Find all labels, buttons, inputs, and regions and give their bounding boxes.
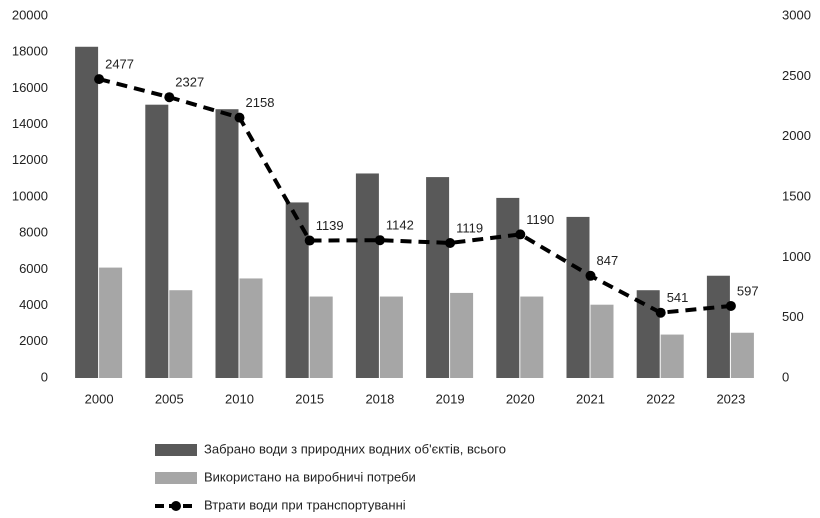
y-tick-label: 14000 [12,116,48,131]
line-marker [585,270,596,281]
legend-label: Втрати води при транспортуванні [204,497,406,512]
bar [169,290,193,378]
line-marker [164,92,175,103]
line-marker [445,237,456,248]
y2-tick-label: 2500 [782,68,811,83]
value-label: 541 [667,290,689,305]
bar [75,46,99,379]
legend-swatch [155,472,197,484]
bar [520,296,544,378]
y2-tick-label: 1500 [782,188,811,203]
line-marker [234,112,245,123]
y-tick-label: 0 [41,369,48,384]
bar [355,173,379,378]
bar [426,177,450,378]
line-marker [304,235,315,246]
value-label: 1139 [316,218,344,233]
x-tick-label: 2005 [155,391,184,406]
y2-tick-label: 3000 [782,7,811,22]
y2-tick-label: 1000 [782,249,811,264]
bar [660,334,684,378]
line-marker [94,74,105,85]
line-marker [655,307,666,318]
y-tick-label: 18000 [12,44,48,59]
value-label: 2327 [175,75,204,90]
x-tick-label: 2019 [436,391,465,406]
y-tick-label: 2000 [19,333,48,348]
value-label: 2477 [105,57,134,72]
bar [285,202,309,378]
y-tick-label: 6000 [19,261,48,276]
value-label: 1119 [456,220,483,235]
x-tick-label: 2018 [365,391,394,406]
value-label: 1142 [386,218,414,233]
y-tick-label: 4000 [19,297,48,312]
bar [379,296,403,378]
x-tick-label: 2000 [85,391,114,406]
x-tick-label: 2015 [295,391,324,406]
x-tick-label: 2020 [506,391,535,406]
bar [99,267,123,378]
line-marker [374,235,385,246]
legend-swatch [155,444,197,456]
y2-tick-label: 0 [782,369,789,384]
y2-tick-label: 500 [782,309,804,324]
bar [145,104,169,378]
x-tick-label: 2023 [716,391,745,406]
y-tick-label: 8000 [19,225,48,240]
value-label: 847 [597,253,619,268]
bar [450,292,474,378]
bar [636,290,660,378]
y-tick-label: 10000 [12,188,48,203]
x-tick-label: 2021 [576,391,605,406]
line-marker [515,229,526,240]
x-tick-label: 2010 [225,391,254,406]
value-label: 597 [737,283,759,298]
y-tick-label: 16000 [12,80,48,95]
legend-label: Використано на виробничі потреби [204,469,416,484]
y-tick-label: 20000 [12,7,48,22]
bar [496,197,520,378]
bar [706,275,730,378]
value-label: 1190 [526,212,554,227]
legend-label: Забрано води з природних водних об'єктів… [204,441,506,456]
y2-tick-label: 2000 [782,128,811,143]
y-tick-label: 12000 [12,152,48,167]
bar [566,216,590,378]
line-marker [725,300,736,311]
bar [239,278,263,378]
bar [730,332,754,378]
x-tick-label: 2022 [646,391,675,406]
value-label: 2158 [246,95,275,110]
bar [215,109,239,378]
bar [590,304,614,378]
legend-marker [171,501,181,511]
bar [309,296,333,378]
line [98,77,732,315]
